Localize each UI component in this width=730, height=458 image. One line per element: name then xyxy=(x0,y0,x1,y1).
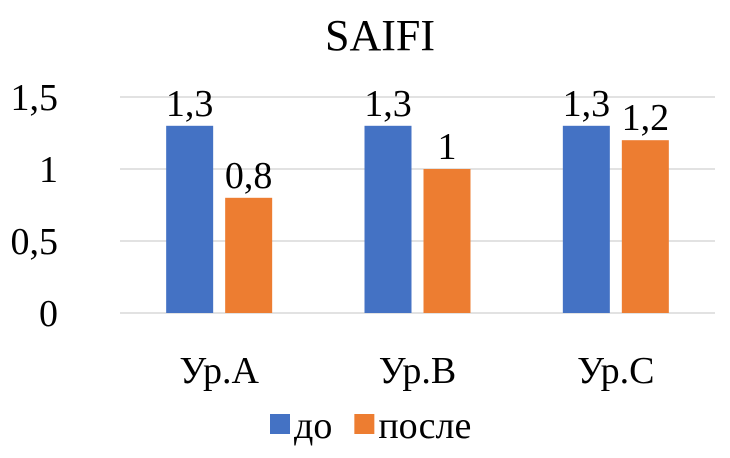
data-label: 0,8 xyxy=(225,155,273,197)
y-tick-label: 1 xyxy=(39,149,58,191)
legend-swatch xyxy=(354,414,375,434)
y-tick-label: 0,5 xyxy=(11,221,59,263)
legend-label: после xyxy=(378,405,471,447)
bar-1-2 xyxy=(621,140,669,313)
data-label: 1 xyxy=(438,126,457,168)
gridlines xyxy=(120,96,715,314)
y-tick-label: 0 xyxy=(39,293,58,335)
x-tick-label: Ур.А xyxy=(179,350,259,392)
x-tick-label: Ур.В xyxy=(379,350,456,392)
y-tick-label: 1,5 xyxy=(11,77,59,119)
x-axis: Ур.А Ур.В Ур.С xyxy=(179,350,654,392)
bar-0-0 xyxy=(166,125,214,313)
bar-1-1 xyxy=(423,169,471,313)
bars: 1,3 0,8 1,3 1 1,3 1,2 xyxy=(166,83,669,313)
y-axis: 0 0,5 1 1,5 xyxy=(11,77,59,335)
bar-0-1 xyxy=(364,125,412,313)
legend-swatch xyxy=(270,414,290,434)
data-label: 1,3 xyxy=(563,83,611,125)
data-label: 1,3 xyxy=(364,83,412,125)
x-tick-label: Ур.С xyxy=(577,350,654,392)
data-label: 1,3 xyxy=(166,83,214,125)
legend-label: до xyxy=(294,405,332,447)
chart-title: SAIFI xyxy=(325,11,435,60)
bar-0-2 xyxy=(562,125,610,313)
legend: до после xyxy=(270,405,471,447)
data-label: 1,2 xyxy=(622,97,670,139)
bar-1-0 xyxy=(225,197,273,313)
